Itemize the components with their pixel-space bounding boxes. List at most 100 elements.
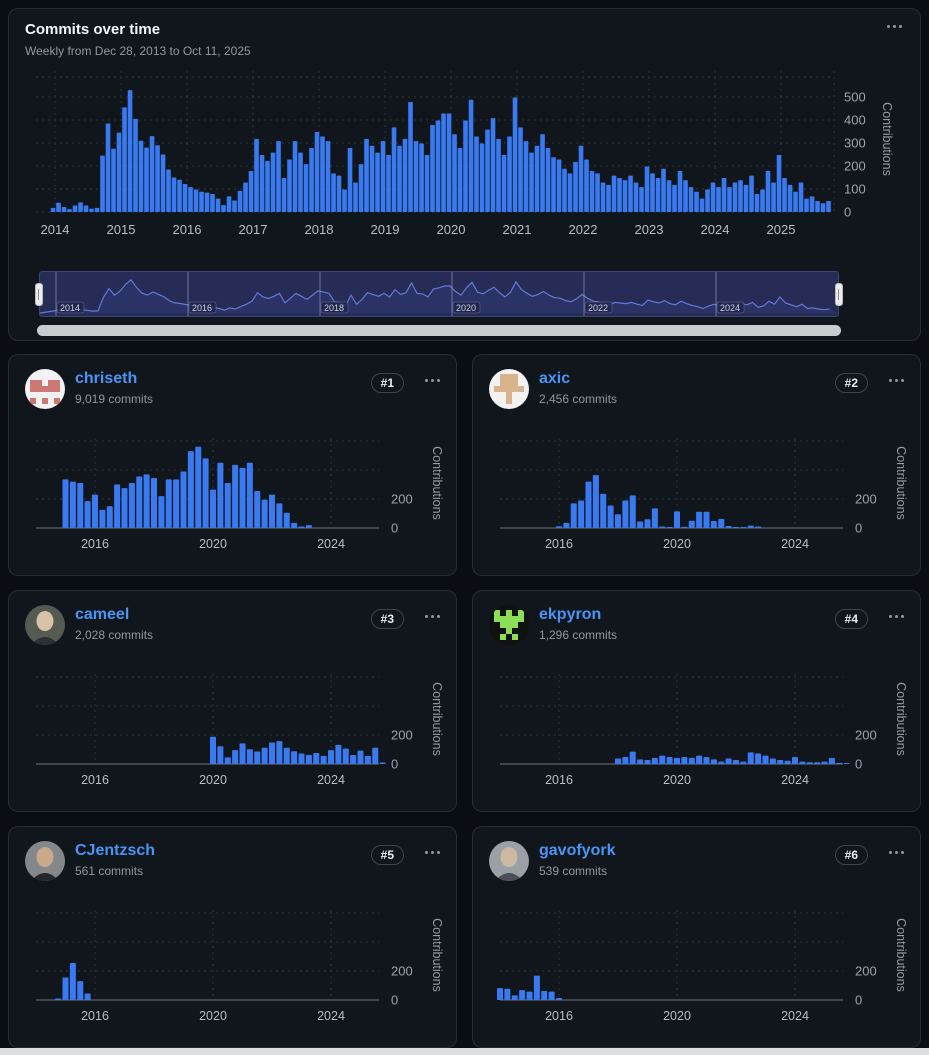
commit-bar [674,757,680,764]
svg-text:200: 200 [391,492,413,507]
commit-bar [291,522,298,528]
commit-bar [828,757,835,764]
commit-bar [77,981,84,1000]
kebab-horizontal-icon[interactable] [425,615,440,618]
commit-bar [259,154,265,212]
kebab-horizontal-icon[interactable] [889,615,904,618]
svg-text:0: 0 [855,993,862,1008]
contributor-name-link[interactable]: chriseth [75,370,138,387]
kebab-horizontal-icon[interactable] [889,379,904,382]
commit-bar [747,752,754,764]
commit-bar [457,148,463,212]
contributor-name-link[interactable]: cameel [75,606,130,623]
avatar-image [25,841,65,881]
commit-bar [55,998,62,1000]
commit-bar [710,182,716,212]
svg-text:2024: 2024 [317,537,345,551]
commit-bar [350,755,357,764]
svg-text:2020: 2020 [663,1009,691,1023]
svg-text:2021: 2021 [503,222,532,237]
contributor-chart: 200 0 Contributions 2016 2020 2024 [36,910,444,1023]
svg-text:100: 100 [844,182,866,197]
svg-text:2024: 2024 [317,773,345,787]
commit-bar [121,488,128,528]
avatar[interactable] [489,369,529,409]
commit-bar [777,759,784,764]
svg-text:Contributions: Contributions [894,918,908,992]
commit-bar [765,171,771,212]
commit-bar [138,140,144,212]
commit-bar [804,198,809,212]
commit-bar [303,164,309,212]
commit-bar [733,759,739,764]
commit-bar [490,118,496,212]
avatar[interactable] [25,369,65,409]
commit-bar [358,164,364,212]
commit-bar [518,127,523,212]
commit-bar [254,138,259,212]
commit-bar [328,750,334,764]
avatar[interactable] [25,841,65,881]
commit-bar [821,761,828,764]
avatar[interactable] [489,841,529,881]
commit-bar [607,505,614,528]
commit-bar [806,762,813,764]
commit-bar [292,141,298,212]
commit-bar [677,171,683,212]
avatar[interactable] [25,605,65,645]
kebab-horizontal-icon[interactable] [887,25,902,28]
contributor-card-chriseth: chriseth 9,019 commits #1 200 0 Contributions… [8,354,457,576]
commit-bar [446,113,452,212]
commit-bar [62,977,69,1000]
svg-text:2016: 2016 [173,222,202,237]
avatar[interactable] [489,605,529,645]
commit-bar [305,525,312,528]
commit-bar [782,177,787,212]
commit-bar [809,196,815,212]
commits-over-time-card: Commits over time Weekly from Dec 28, 20… [8,8,921,341]
commit-bar [158,496,165,528]
svg-text:2020: 2020 [199,773,227,787]
brush-right-handle[interactable] [835,283,843,306]
commit-bar [578,145,584,212]
commit-bar [589,171,595,212]
kebab-horizontal-icon[interactable] [425,851,440,854]
contributor-name-link[interactable]: CJentzsch [75,842,156,859]
rank-badge: #1 [370,373,404,393]
commit-bar [548,991,555,1000]
commit-bar [195,446,202,528]
main-chart-title: Commits over time [25,21,161,38]
commit-bar [725,758,732,764]
chart-scrollbar[interactable] [37,325,841,336]
commit-bar [232,200,237,212]
commit-bar [650,173,655,212]
commit-bar [99,509,106,528]
contributor-name-link[interactable]: axic [539,370,571,387]
rank-badge: #3 [370,609,404,629]
contributor-name-link[interactable]: ekpyron [539,606,602,623]
contributor-name-link[interactable]: gavofyork [539,842,616,859]
commit-bar [430,125,435,212]
commit-bar [639,187,644,212]
commit-bar [463,120,468,212]
commit-bar [585,481,592,528]
commit-bar [424,154,430,212]
commit-bar [523,141,529,212]
bottom-scrollbar[interactable] [0,1048,929,1055]
commit-bar [276,141,281,212]
contributor-card-axic: axic 2,456 commits #2 200 0 Contributions 2016… [472,354,921,576]
timeline-brush[interactable]: 2014 2016 2018 2020 2022 2024 [35,271,843,317]
avatar-image [25,369,65,409]
commit-bar [501,154,507,212]
commit-bar [740,527,747,528]
commit-bar [592,475,599,528]
commit-bar [749,175,754,212]
kebab-horizontal-icon[interactable] [425,379,440,382]
svg-text:2016: 2016 [545,773,573,787]
brush-left-handle[interactable] [35,283,43,306]
commit-bar [149,136,155,212]
commit-bar [820,203,826,212]
kebab-horizontal-icon[interactable] [889,851,904,854]
contributor-chart: 200 0 Contributions 2016 2020 2024 [36,438,444,551]
svg-text:2014: 2014 [60,303,80,313]
